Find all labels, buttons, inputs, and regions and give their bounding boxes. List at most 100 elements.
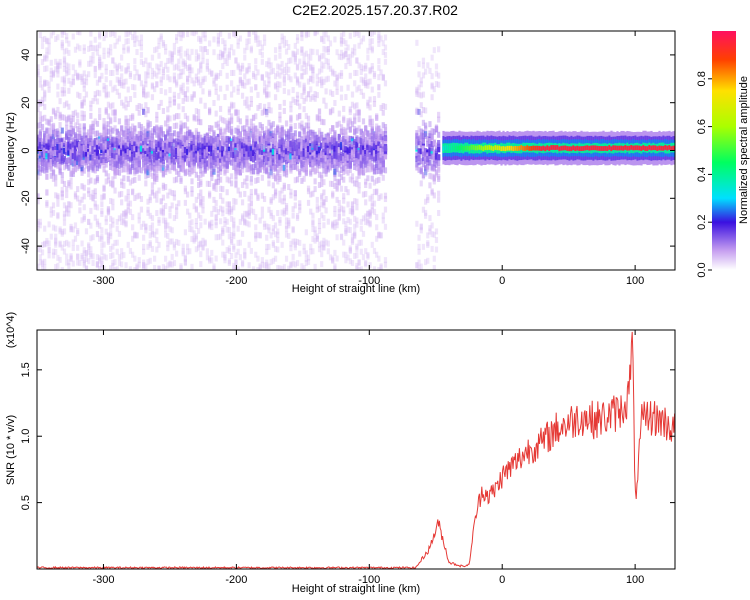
spectrogram-cell (76, 126, 80, 133)
spectrogram-cell (311, 159, 315, 166)
spectrogram-cell (183, 113, 188, 120)
spectrogram-cell (109, 230, 113, 237)
spectrogram-cell (126, 136, 130, 143)
spectrogram-cell (201, 237, 205, 244)
spectrogram-cell (328, 40, 333, 47)
spectrogram-cell (126, 203, 130, 210)
spectrogram-cell (144, 128, 148, 135)
spectrogram-cell (188, 225, 192, 232)
spectrogram-cell (126, 86, 130, 93)
spectrogram-cell (221, 160, 225, 167)
spectrogram-cell (280, 164, 284, 171)
spectrogram-cell (179, 142, 183, 149)
spectrogram-cell (229, 253, 234, 260)
spectrogram-cell (65, 210, 69, 217)
spectrogram-cell (45, 173, 49, 180)
spectrogram-cell (256, 158, 260, 165)
spectrogram-cell (128, 96, 133, 103)
spectrogram-cell (175, 63, 179, 70)
spectrogram-cell (295, 155, 300, 162)
spectrogram-cell (287, 217, 291, 224)
spectrogram-cell (37, 164, 40, 171)
spectrogram-cell (144, 227, 148, 234)
spectrogram-cell (300, 31, 304, 38)
spectrogram-cell (115, 225, 119, 232)
spectrogram-cell (243, 82, 247, 89)
spectrogram-cell (203, 102, 207, 109)
spectrogram-cell (201, 158, 205, 165)
spectrogram-cell (293, 202, 297, 209)
spectrogram-cell (291, 133, 295, 140)
spectrogram-cell (344, 146, 348, 153)
spectrogram-cell (76, 155, 80, 162)
spectrogram-cell (111, 182, 115, 189)
spectrogram-cell (331, 223, 335, 230)
spectrogram-cell (172, 165, 177, 172)
spectrogram-cell (232, 69, 236, 76)
spectrogram-cell (144, 133, 148, 140)
spectrogram-cell (238, 162, 242, 169)
spectrogram-cell (315, 235, 319, 242)
spectrogram-cell (142, 88, 146, 95)
spectrogram-cell (225, 120, 229, 127)
spectrogram-cell (49, 75, 53, 82)
spectrogram-cell (54, 264, 58, 270)
spectrogram-cell (271, 215, 275, 222)
spectrogram-cell (223, 254, 227, 261)
spectrogram-cell (56, 83, 60, 90)
spectrogram-cell (324, 139, 328, 146)
spectrogram-cell (106, 121, 111, 128)
spectrogram-cell (232, 102, 236, 109)
spectrogram-cell (56, 193, 60, 200)
spectrogram-cell (342, 117, 346, 124)
spectrogram-cell (76, 112, 80, 119)
spectrogram-cell (159, 35, 163, 42)
spectrogram-cell (71, 78, 75, 85)
spectrogram-cell (214, 199, 218, 206)
spectrogram-cell (251, 73, 256, 80)
spectrogram-cell (331, 221, 335, 228)
spectrogram-cell (243, 210, 247, 217)
spectrogram-cell (128, 156, 133, 163)
spectrogram-cell (282, 107, 286, 114)
spectrogram-cell (212, 183, 216, 190)
spectrogram-cell (234, 109, 238, 116)
spectrogram-cell (80, 161, 84, 168)
spectrogram-cell (43, 241, 47, 248)
spectrogram-cell (223, 44, 227, 51)
spectrogram-cell (227, 32, 231, 39)
spectrogram-cell (212, 130, 216, 137)
spectrogram-cell (104, 31, 108, 38)
spectrogram-cell (295, 37, 300, 44)
spectrogram-cell (355, 136, 359, 143)
spectrogram-cell (166, 222, 170, 229)
spectrogram-cell (295, 76, 300, 83)
spectrogram-cell (265, 126, 269, 133)
spectrogram-cell (304, 229, 308, 236)
spectrogram-cell (175, 238, 179, 245)
spectrogram-cell (186, 115, 190, 122)
spectrogram-cell (181, 106, 185, 113)
spectrogram-cell (322, 237, 326, 244)
spectrogram-cell (346, 84, 350, 91)
spectrogram-cell (293, 151, 297, 158)
spectrogram-cell (207, 192, 212, 199)
spectrogram-cell (355, 204, 359, 211)
spectrogram-cell (168, 260, 172, 267)
spectrogram-cell (65, 162, 69, 169)
spectrogram-cell (350, 141, 355, 148)
spectrogram-cell (91, 128, 95, 135)
spectrogram-cell (271, 133, 275, 140)
spectrogram-cell (304, 250, 308, 257)
spectrogram-cell (87, 45, 91, 52)
spectrogram-cell (159, 198, 163, 205)
spectrogram-cell (260, 58, 264, 65)
spectrogram-cell (251, 114, 256, 121)
spectrogram-cell (227, 146, 231, 153)
spectrogram-cell (102, 265, 106, 270)
spectrogram-cell (258, 161, 262, 168)
spectrogram-cell (339, 72, 344, 79)
spectrogram-cell (282, 150, 286, 157)
spectrogram-cell (153, 165, 157, 172)
spectrogram-cell (104, 108, 108, 115)
